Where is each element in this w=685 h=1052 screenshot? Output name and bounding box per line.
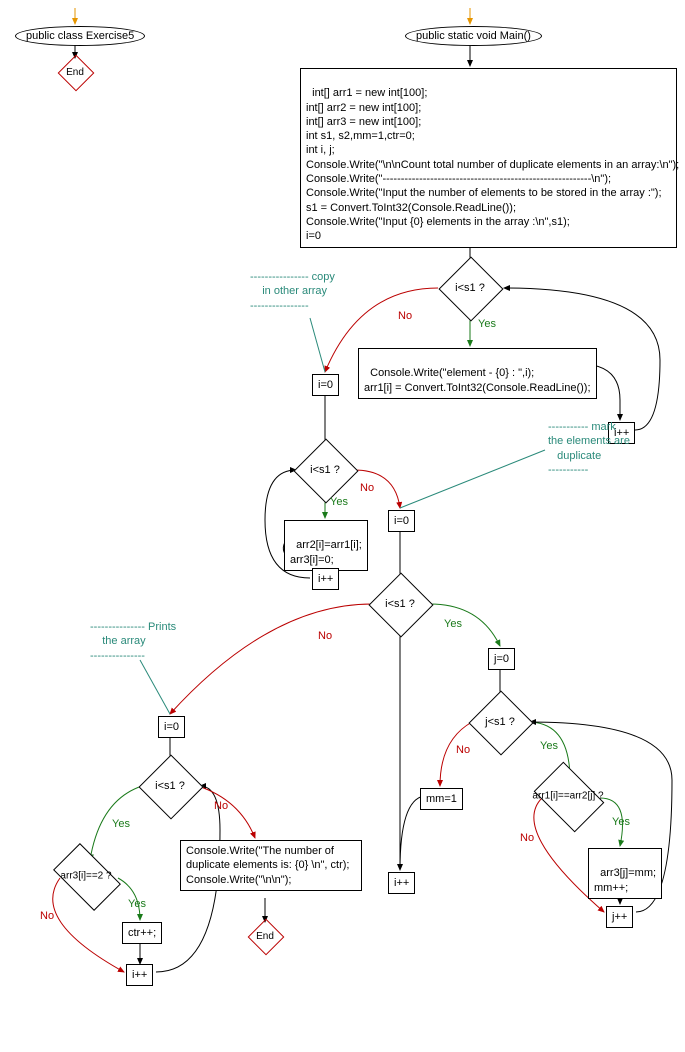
class-decl-text: public class Exercise5 [26, 30, 134, 42]
cond5-diamond: arr1[i]==arr2[j] ? [540, 776, 596, 816]
end-label-1: End [63, 60, 87, 84]
cond1-diamond: i<s1 ? [448, 266, 492, 310]
cond2-no: No [360, 482, 374, 494]
main-decl-text: public static void Main() [416, 30, 531, 42]
cond3-label: i<s1 ? [385, 598, 415, 610]
cond3-no: No [318, 630, 332, 642]
cond7-no: No [40, 910, 54, 922]
cond7-label: arr3[i]==2 ? [60, 871, 111, 882]
end-label-2: End [253, 924, 277, 948]
body2-node: arr2[i]=arr1[i]; arr3[i]=0; [284, 520, 368, 571]
cond6-yes: Yes [112, 818, 130, 830]
class-decl-node: public class Exercise5 [15, 26, 145, 46]
main-decl-node: public static void Main() [405, 26, 542, 46]
init-block-text: int[] arr1 = new int[100]; int[] arr2 = … [306, 87, 679, 242]
cond2-yes: Yes [330, 496, 348, 508]
cond6-no: No [214, 800, 228, 812]
final-text: Console.Write("The number of duplicate e… [186, 845, 350, 886]
inc-i-bottom: i++ [126, 964, 153, 986]
cond5-label: arr1[i]==arr2[j] ? [532, 791, 603, 802]
comment-copy: ---------------- copy in other array ---… [250, 270, 335, 313]
ctr-inc: ctr++; [122, 922, 162, 944]
cond7-diamond: arr3[i]==2 ? [58, 858, 114, 894]
cond1-no: No [398, 310, 412, 322]
i-eq-0-prints: i=0 [158, 716, 185, 738]
comment-prints: --------------- Prints the array -------… [90, 620, 176, 663]
mm-eq-1: mm=1 [420, 788, 463, 810]
cond7-yes: Yes [128, 898, 146, 910]
cond2-label: i<s1 ? [310, 464, 340, 476]
body1-node: Console.Write("element - {0} : ",i); arr… [358, 348, 597, 399]
i-eq-0-mark: i=0 [388, 510, 415, 532]
body5-node: arr3[j]=mm; mm++; [588, 848, 662, 899]
cond1-yes: Yes [478, 318, 496, 330]
init-block-node: int[] arr1 = new int[100]; int[] arr2 = … [300, 68, 677, 248]
cond4-diamond: j<s1 ? [478, 700, 522, 744]
cond3-yes: Yes [444, 618, 462, 630]
final-node: Console.Write("The number of duplicate e… [180, 840, 362, 891]
i-eq-0-copy: i=0 [312, 374, 339, 396]
inc-j: j++ [606, 906, 633, 928]
cond3-diamond: i<s1 ? [378, 582, 422, 626]
body1-text: Console.Write("element - {0} : ",i); arr… [364, 367, 591, 393]
cond6-label: i<s1 ? [155, 780, 185, 792]
cond2-diamond: i<s1 ? [303, 448, 347, 492]
cond5-no: No [520, 832, 534, 844]
inc-i-mid: i++ [388, 872, 415, 894]
j-eq-0: j=0 [488, 648, 515, 670]
cond1-label: i<s1 ? [455, 282, 485, 294]
cond5-yes: Yes [612, 816, 630, 828]
inc-i-2: i++ [312, 568, 339, 590]
cond4-no: No [456, 744, 470, 756]
cond6-diamond: i<s1 ? [148, 764, 192, 808]
cond4-yes: Yes [540, 740, 558, 752]
comment-mark: ----------- mark the elements are duplic… [548, 420, 630, 477]
cond4-label: j<s1 ? [485, 716, 515, 728]
body5-text: arr3[j]=mm; mm++; [594, 867, 656, 893]
body2-text: arr2[i]=arr1[i]; arr3[i]=0; [290, 539, 362, 565]
